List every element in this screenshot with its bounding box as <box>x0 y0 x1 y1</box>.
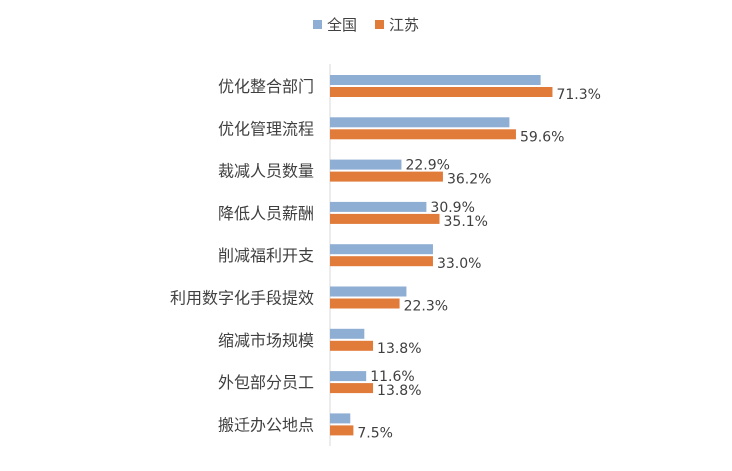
legend-item-jiangsu: 江苏 <box>375 14 419 35</box>
category-label: 裁减人员数量 <box>218 162 314 181</box>
category-label: 削减福利开支 <box>218 246 314 265</box>
bar-jiangsu <box>330 425 354 436</box>
legend-swatch-jiangsu <box>375 20 384 29</box>
data-label-jiangsu: 13.8% <box>377 383 421 399</box>
data-label-jiangsu: 13.8% <box>377 341 421 357</box>
category-label: 优化管理流程 <box>218 119 314 138</box>
bar-national <box>330 286 407 297</box>
bar-jiangsu <box>330 340 374 351</box>
bar-national <box>330 159 402 170</box>
data-label-jiangsu: 71.3% <box>556 87 600 103</box>
data-label-jiangsu: 36.2% <box>447 172 491 188</box>
bar-national <box>330 371 367 382</box>
legend-label-jiangsu: 江苏 <box>389 16 420 34</box>
bar-national <box>330 201 427 212</box>
data-label-national: 22.9% <box>405 158 449 174</box>
data-label-jiangsu: 33.0% <box>437 256 481 272</box>
category-label: 缩减市场规模 <box>218 331 314 350</box>
data-label-national: 30.9% <box>430 200 474 216</box>
bar-national <box>330 413 351 424</box>
bar-jiangsu <box>330 171 443 182</box>
data-label-jiangsu: 35.1% <box>444 214 488 230</box>
bar-jiangsu <box>330 298 400 309</box>
category-label: 优化整合部门 <box>218 77 314 96</box>
data-label-jiangsu: 59.6% <box>520 129 564 145</box>
legend-item-national: 全国 <box>312 14 357 35</box>
legend: 全国 江苏 <box>0 14 732 35</box>
data-label-jiangsu: 7.5% <box>357 425 393 441</box>
legend-swatch-national <box>312 20 322 29</box>
bar-jiangsu <box>330 213 440 224</box>
bar-jiangsu <box>330 256 433 267</box>
bar-jiangsu <box>330 383 374 394</box>
category-label: 利用数字化手段提效 <box>170 289 314 308</box>
bar-national <box>330 117 510 128</box>
category-label: 搬迁办公地点 <box>218 415 314 434</box>
data-label-jiangsu: 22.3% <box>404 299 448 315</box>
bar-jiangsu <box>330 129 516 140</box>
legend-label-national: 全国 <box>326 16 357 34</box>
category-label: 外包部分员工 <box>218 373 314 392</box>
category-label: 降低人员薪酬 <box>218 204 314 223</box>
bar-national <box>330 75 541 85</box>
bar-national <box>330 328 365 339</box>
bar-national <box>330 244 433 255</box>
bar-jiangsu <box>330 87 553 97</box>
data-label-national: 11.6% <box>370 369 414 385</box>
